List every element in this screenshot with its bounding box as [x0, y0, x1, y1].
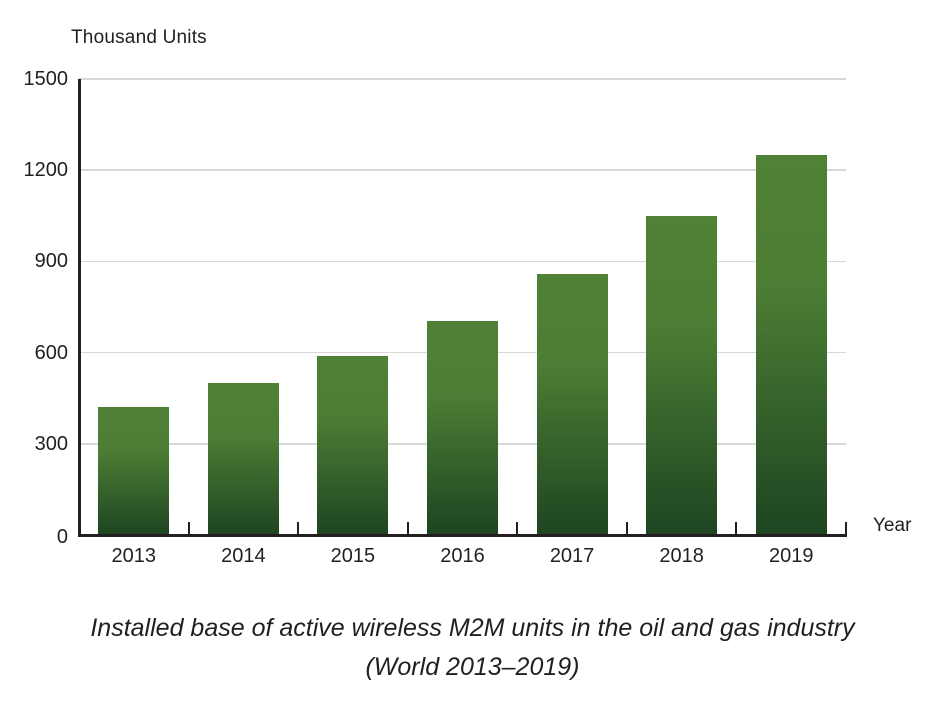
gridline-900	[79, 260, 846, 263]
chart-caption: Installed base of active wireless M2M un…	[0, 609, 945, 687]
x-axis-tick-3	[406, 522, 409, 535]
bar-2013	[98, 407, 170, 535]
x-axis-title: Year	[873, 515, 912, 536]
x-axis-tick-6	[735, 522, 738, 535]
gridline-1200	[79, 169, 846, 171]
bar-2017	[536, 273, 608, 535]
x-axis-tick-4	[516, 522, 519, 535]
y-axis-label-900: 900	[34, 250, 68, 273]
x-axis-label-2019: 2019	[768, 545, 814, 567]
x-axis-tick-5	[625, 522, 628, 535]
y-axis-title: Thousand Units	[71, 27, 207, 48]
y-axis-label-300: 300	[34, 432, 68, 455]
gridline-1500	[79, 78, 846, 80]
x-axis-label-2014: 2014	[221, 545, 266, 567]
bar-2019	[755, 155, 827, 535]
x-axis-tick-7	[845, 522, 847, 535]
x-axis-label-2017: 2017	[549, 545, 595, 567]
x-axis-label-2016: 2016	[440, 545, 485, 567]
y-axis-line	[78, 79, 81, 537]
bar-2014	[207, 383, 279, 535]
y-axis-label-1500: 1500	[23, 68, 69, 90]
caption-line-2: (World 2013–2019)	[365, 653, 580, 681]
y-axis-label-1200: 1200	[23, 159, 69, 182]
x-axis-tick-2	[297, 522, 300, 535]
x-axis-tick-1	[187, 522, 190, 535]
x-axis-label-2013: 2013	[111, 545, 157, 567]
bar-2018	[646, 215, 718, 535]
x-axis-label-2015: 2015	[330, 545, 376, 567]
y-axis-label-600: 600	[34, 341, 68, 364]
y-axis-label-0: 0	[56, 526, 68, 548]
bar-2016	[427, 320, 498, 535]
caption-line-1: Installed base of active wireless M2M un…	[90, 614, 855, 642]
x-axis-line	[78, 534, 847, 537]
x-axis-label-2018: 2018	[659, 545, 704, 567]
bar-2015	[317, 355, 389, 535]
